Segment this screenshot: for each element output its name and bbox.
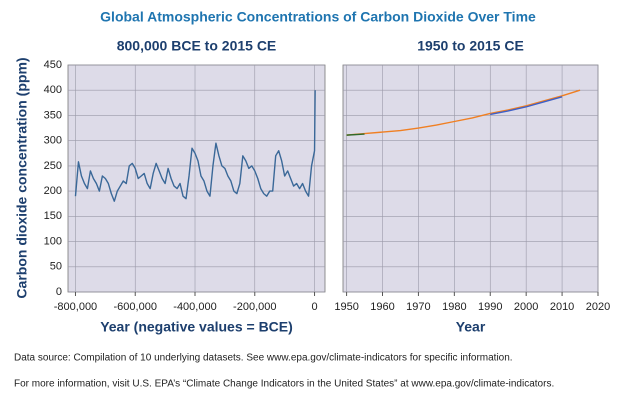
line-series (346, 89, 581, 136)
x-tick-label: 1960 (370, 301, 394, 313)
panel-title: 800,000 BCE to 2015 CE (117, 38, 277, 54)
note: For more information, visit U.S. EPA’s “… (14, 379, 554, 390)
y-tick-label: 0 (56, 286, 62, 298)
x-tick-label: 2020 (586, 301, 610, 313)
x-tick-label: 0 (311, 301, 317, 313)
x-axis-label: Year (negative values = BCE) (100, 319, 293, 335)
x-tick-label: -800,000 (54, 301, 97, 313)
line-series (346, 133, 365, 136)
y-tick-label: 300 (44, 135, 62, 147)
line-series (74, 90, 316, 202)
y-tick-label: 400 (44, 84, 62, 96)
y-axis-label: Carbon dioxide concentration (ppm) (14, 57, 30, 298)
y-tick-label: 150 (44, 210, 62, 222)
x-tick-label: -200,000 (233, 301, 276, 313)
x-tick-label: 1990 (478, 301, 502, 313)
x-axis-label: Year (456, 319, 486, 335)
plot-area (342, 64, 599, 293)
y-tick-label: 100 (44, 235, 62, 247)
y-tick-label: 250 (44, 160, 62, 172)
note: Data source: Compilation of 10 underlyin… (14, 353, 513, 364)
chart-title: Global Atmospheric Concentrations of Car… (100, 9, 536, 25)
panel-title: 1950 to 2015 CE (417, 38, 524, 54)
x-tick-label: 1970 (406, 301, 430, 313)
x-tick-label: 2000 (514, 301, 538, 313)
y-tick-label: 200 (44, 185, 62, 197)
y-tick-label: 50 (50, 261, 62, 273)
y-tick-label: 450 (44, 59, 62, 71)
x-tick-label: 1950 (334, 301, 358, 313)
x-tick-label: -400,000 (173, 301, 216, 313)
plot-area (67, 64, 326, 293)
x-tick-label: 2010 (550, 301, 574, 313)
x-tick-label: 1980 (442, 301, 466, 313)
y-tick-label: 350 (44, 109, 62, 121)
line-series (490, 96, 563, 116)
x-tick-label: -600,000 (114, 301, 157, 313)
